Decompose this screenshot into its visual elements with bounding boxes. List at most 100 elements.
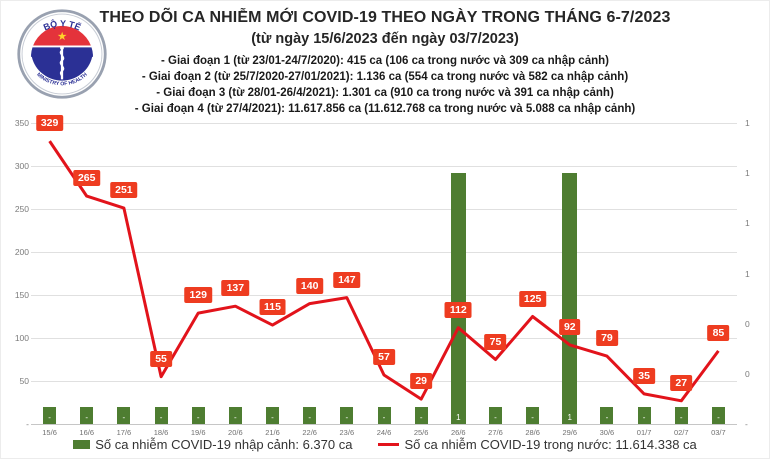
left-axis-tick-label: 250 (14, 204, 29, 214)
right-axis-tick-label: 1 (745, 268, 750, 279)
bar-value-label: - (308, 413, 311, 422)
x-axis-category-label: 29/6 (562, 428, 578, 437)
line-value-label: 85 (707, 324, 730, 341)
right-axis-tick-label: 0 (745, 368, 750, 379)
right-axis-tick-label: 0 (745, 318, 750, 329)
legend-bar-swatch (73, 440, 91, 449)
bar-value-label: - (531, 413, 534, 422)
line-value-label: 92 (558, 318, 581, 335)
x-axis-category-label: 19/6 (190, 428, 206, 437)
line-value-label: 251 (110, 182, 138, 199)
imported-cases-bar: - (191, 407, 205, 424)
left-axis-tick-label: 350 (14, 118, 29, 128)
line-value-label: 79 (596, 330, 618, 347)
gridline (31, 295, 737, 296)
imported-cases-bar: 1 (562, 173, 578, 424)
x-axis-category-label: 26/6 (451, 428, 466, 437)
line-value-label: 115 (259, 299, 286, 316)
legend-imported-label: Số ca nhiễm COVID-19 nhập cảnh: 6.370 ca (95, 437, 353, 452)
logo-red-segment (33, 25, 91, 46)
x-axis-category-label: 30/6 (599, 428, 615, 437)
left-axis-tick-label: 100 (14, 333, 29, 343)
imported-cases-bar: - (600, 407, 614, 424)
chart-legend: Số ca nhiễm COVID-19 nhập cảnh: 6.370 ca… (1, 437, 769, 452)
imported-cases-bar: - (637, 407, 651, 424)
legend-domestic-label: Số ca nhiễm COVID-19 trong nước: 11.614.… (404, 437, 697, 452)
imported-cases-bar: - (303, 407, 317, 424)
logo-top-text: BỘ Y TẾ (42, 18, 83, 33)
imported-cases-bar: - (414, 407, 428, 424)
gridline (31, 166, 737, 167)
x-axis-category-label: 16/6 (79, 428, 95, 437)
line-value-label: 137 (221, 280, 250, 297)
legend-line-swatch (378, 443, 400, 446)
line-value-label: 29 (410, 373, 432, 390)
bar-value-label: - (48, 413, 51, 422)
logo-star-icon: ★ (57, 31, 67, 43)
chart-header: THEO DÕI CA NHIỄM MỚI COVID-19 THEO NGÀY… (1, 9, 769, 117)
logo-staff-knob (60, 46, 64, 50)
line-value-label: 125 (518, 290, 547, 307)
x-axis-category-label: 22/6 (302, 428, 317, 437)
line-value-label: 140 (295, 277, 324, 294)
left-axis-tick-label: 200 (14, 247, 29, 257)
imported-cases-bar: - (228, 407, 242, 424)
imported-cases-bar: - (711, 407, 725, 424)
line-value-label: 35 (633, 367, 655, 384)
phase-2-summary: - Giai đoạn 2 (từ 25/7/2020-27/01/2021):… (141, 71, 629, 83)
line-value-label: 55 (150, 350, 172, 367)
imported-cases-bar: - (526, 407, 540, 424)
imported-cases-bar: - (377, 407, 391, 424)
bar-value-label: - (271, 413, 274, 422)
imported-cases-bar: - (674, 407, 688, 424)
bar-value-label: 1 (567, 412, 572, 422)
imported-cases-bar: - (154, 407, 168, 424)
gridline (31, 338, 737, 339)
line-value-label: 265 (72, 170, 101, 187)
chart-subtitle: (từ ngày 15/6/2023 đến ngày 03/7/2023) (251, 31, 519, 47)
line-value-label: 147 (333, 271, 361, 288)
left-axis-tick-label: 300 (14, 161, 29, 171)
x-axis-category-label: 27/6 (488, 428, 503, 437)
imported-cases-bar: - (43, 407, 57, 424)
line-value-label: 57 (373, 348, 395, 365)
bar-value-label: - (419, 413, 423, 422)
x-axis-category-label: 25/6 (413, 428, 429, 437)
bar-value-label: - (196, 413, 200, 422)
bar-value-label: - (605, 413, 609, 422)
gridline (31, 252, 737, 253)
bar-value-label: - (122, 413, 126, 422)
left-axis-tick-label: 150 (14, 290, 29, 300)
imported-cases-bar: 1 (450, 173, 466, 424)
bar-value-label: - (679, 413, 683, 422)
x-axis-category-label: 03/7 (711, 428, 726, 437)
bar-value-label: - (642, 413, 646, 422)
imported-cases-bar: - (117, 407, 131, 424)
logo-snake-icon (59, 49, 65, 79)
phase-1-summary: - Giai đoạn 1 (từ 23/01-24/7/2020): 415 … (161, 55, 609, 67)
left-axis-tick-label: - (26, 419, 29, 429)
gridline (31, 381, 737, 382)
bar-value-label: - (159, 413, 163, 422)
line-value-label: 27 (670, 374, 693, 391)
phase-4-summary: - Giai đoạn 4 (từ 27/4/2021): 11.617.856… (134, 103, 636, 115)
imported-cases-bar: - (340, 407, 354, 424)
phase-summary-block: - Giai đoạn 1 (từ 23/01-24/7/2020): 415 … (1, 53, 769, 117)
x-axis-category-label: 18/6 (153, 428, 169, 437)
bar-value-label: - (85, 413, 89, 422)
left-axis-tick-label: 50 (19, 376, 29, 386)
line-value-label: 75 (484, 333, 507, 350)
gridline (31, 209, 737, 210)
bar-value-label: - (234, 413, 237, 422)
x-axis-category-label: 01/7 (636, 428, 652, 437)
x-axis-category-label: 17/6 (116, 428, 132, 437)
right-axis-tick-label: 1 (745, 218, 750, 229)
x-axis-category-label: 28/6 (525, 428, 540, 437)
ministry-of-health-logo: ★ BỘ Y TẾ MINISTRY OF HEALTH (17, 9, 107, 99)
x-axis-category-label: 15/6 (42, 428, 57, 437)
bar-value-label: 1 (456, 412, 461, 422)
imported-cases-bar: - (488, 407, 502, 424)
